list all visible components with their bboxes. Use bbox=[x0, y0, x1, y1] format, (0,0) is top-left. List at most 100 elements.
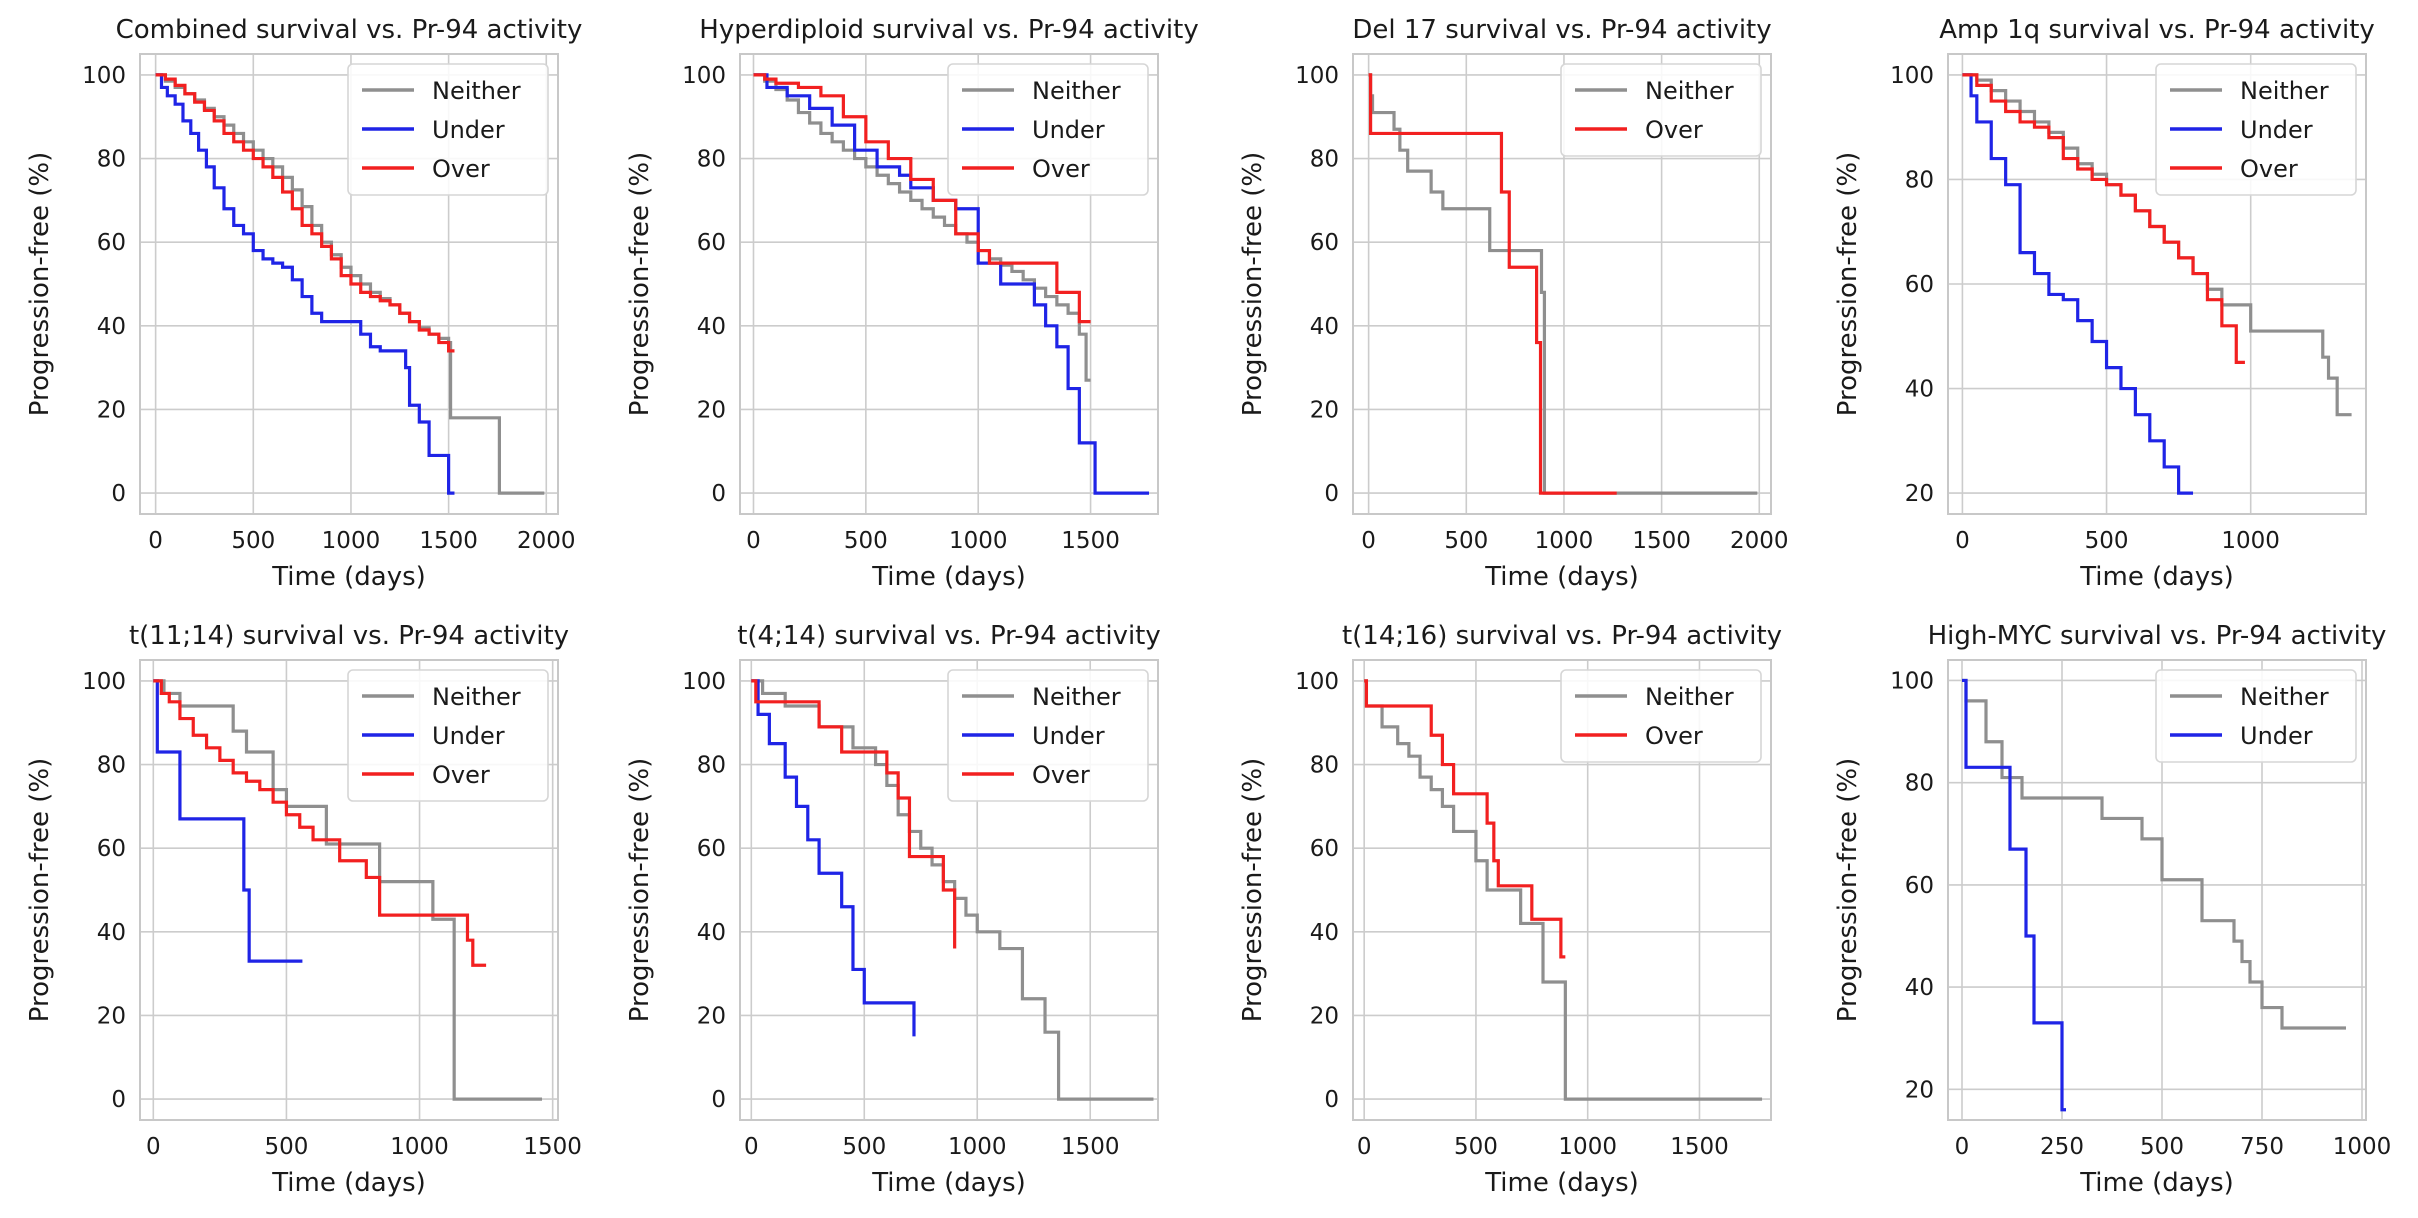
x-tick-label: 0 bbox=[1361, 528, 1376, 554]
y-tick-label: 80 bbox=[1310, 753, 1339, 779]
legend: Neither Over bbox=[1560, 669, 1762, 763]
legend-box bbox=[1560, 669, 1762, 763]
x-tick-label: 1000 bbox=[390, 1134, 449, 1160]
y-tick-label: 60 bbox=[697, 836, 726, 862]
x-tick-label: 1000 bbox=[949, 528, 1008, 554]
chart-title: t(11;14) survival vs. Pr-94 activity bbox=[129, 621, 569, 651]
series-line-under bbox=[751, 679, 916, 1037]
x-tick-label: 500 bbox=[842, 1134, 886, 1160]
y-tick-label: 60 bbox=[1905, 873, 1934, 899]
x-tick-label: 1500 bbox=[1632, 528, 1691, 554]
x-tick-label: 1500 bbox=[1670, 1134, 1729, 1160]
axes-frame bbox=[139, 53, 559, 515]
y-tick-label: 40 bbox=[1905, 377, 1934, 403]
legend-label: Over bbox=[1032, 155, 1090, 183]
subplot-8: 0 250 500 750 1000 20 40 60 80 100 High-MYC surviv… bbox=[1833, 621, 2391, 1198]
y-tick-label: 60 bbox=[1905, 272, 1934, 298]
legend-label: Over bbox=[1645, 722, 1703, 750]
x-axis-label: Time (days) bbox=[1484, 1168, 1639, 1198]
y-axis-label: Progression-free (%) bbox=[1238, 758, 1268, 1022]
y-tick-label: 60 bbox=[1310, 230, 1339, 256]
chart-title: t(14;16) survival vs. Pr-94 activity bbox=[1342, 621, 1782, 651]
x-tick-label: 0 bbox=[1955, 1134, 1970, 1160]
y-tick-label: 0 bbox=[111, 1087, 126, 1113]
legend-label: Neither bbox=[1032, 683, 1121, 711]
axes-frame bbox=[739, 659, 1159, 1121]
legend-label: Neither bbox=[2240, 683, 2329, 711]
y-tick-label: 0 bbox=[1324, 481, 1339, 507]
y-tick-label: 40 bbox=[1310, 314, 1339, 340]
x-tick-label: 0 bbox=[148, 528, 163, 554]
series-line-neither bbox=[1368, 73, 1758, 495]
y-tick-label: 100 bbox=[1295, 63, 1339, 89]
y-tick-label: 100 bbox=[82, 669, 126, 695]
legend-box bbox=[947, 669, 1149, 802]
x-tick-label: 1000 bbox=[2333, 1134, 2392, 1160]
series-line-neither bbox=[1364, 679, 1763, 1101]
chart-title: Amp 1q survival vs. Pr-94 activity bbox=[1939, 15, 2375, 45]
y-tick-label: 80 bbox=[97, 753, 126, 779]
y-tick-label: 60 bbox=[1310, 836, 1339, 862]
legend-box bbox=[347, 669, 549, 802]
series-line-over bbox=[1962, 73, 2245, 365]
x-tick-label: 1500 bbox=[1061, 528, 1120, 554]
y-tick-label: 20 bbox=[1310, 1003, 1339, 1029]
legend-label: Under bbox=[432, 722, 505, 750]
legend-box bbox=[1560, 63, 1762, 157]
legend-label: Neither bbox=[432, 683, 521, 711]
legend-label: Over bbox=[1645, 116, 1703, 144]
x-axis-label: Time (days) bbox=[871, 1168, 1026, 1198]
x-tick-label: 1000 bbox=[948, 1134, 1007, 1160]
y-tick-label: 0 bbox=[711, 1087, 726, 1113]
y-tick-label: 100 bbox=[682, 63, 726, 89]
x-tick-label: 1500 bbox=[1061, 1134, 1120, 1160]
legend-label: Under bbox=[432, 116, 505, 144]
y-axis-label: Progression-free (%) bbox=[1238, 152, 1268, 416]
y-tick-label: 40 bbox=[697, 314, 726, 340]
x-tick-label: 0 bbox=[744, 1134, 759, 1160]
x-tick-label: 2000 bbox=[517, 528, 576, 554]
y-tick-label: 80 bbox=[697, 147, 726, 173]
x-tick-label: 0 bbox=[146, 1134, 161, 1160]
x-tick-label: 500 bbox=[264, 1134, 308, 1160]
x-tick-label: 2000 bbox=[1730, 528, 1789, 554]
x-tick-label: 0 bbox=[1955, 528, 1970, 554]
y-tick-label: 40 bbox=[1310, 920, 1339, 946]
legend-label: Neither bbox=[1032, 77, 1121, 105]
legend-label: Under bbox=[2240, 722, 2313, 750]
legend-label: Neither bbox=[1645, 683, 1734, 711]
legend-label: Over bbox=[1032, 761, 1090, 789]
chart-title: Del 17 survival vs. Pr-94 activity bbox=[1352, 15, 1771, 45]
y-tick-label: 20 bbox=[1310, 397, 1339, 423]
legend: Neither Under Over bbox=[947, 63, 1149, 196]
legend-label: Neither bbox=[2240, 77, 2329, 105]
x-tick-label: 1000 bbox=[322, 528, 381, 554]
legend-label: Neither bbox=[432, 77, 521, 105]
y-axis-label: Progression-free (%) bbox=[1833, 758, 1863, 1022]
y-tick-label: 20 bbox=[97, 397, 126, 423]
x-axis-label: Time (days) bbox=[2079, 1168, 2234, 1198]
x-tick-label: 1000 bbox=[2221, 528, 2280, 554]
chart-title: High-MYC survival vs. Pr-94 activity bbox=[1928, 621, 2387, 651]
series-line-neither bbox=[1962, 678, 2346, 1030]
series-line-under bbox=[1962, 678, 2066, 1112]
x-tick-label: 1000 bbox=[1558, 1134, 1617, 1160]
y-tick-label: 100 bbox=[1295, 669, 1339, 695]
y-tick-label: 20 bbox=[1905, 481, 1934, 507]
series-line-over bbox=[153, 679, 487, 967]
y-tick-label: 20 bbox=[1905, 1077, 1934, 1103]
series-line-neither bbox=[153, 679, 543, 1101]
series-line-neither bbox=[753, 73, 1091, 382]
y-tick-label: 40 bbox=[97, 920, 126, 946]
axes-frame bbox=[1352, 53, 1772, 515]
x-tick-label: 1500 bbox=[523, 1134, 582, 1160]
series-line-over bbox=[751, 679, 957, 949]
x-axis-label: Time (days) bbox=[271, 562, 426, 592]
legend-label: Over bbox=[2240, 155, 2298, 183]
legend-box bbox=[2155, 669, 2357, 763]
y-tick-label: 80 bbox=[1310, 147, 1339, 173]
y-tick-label: 20 bbox=[697, 397, 726, 423]
chart-title: Combined survival vs. Pr-94 activity bbox=[116, 15, 583, 45]
